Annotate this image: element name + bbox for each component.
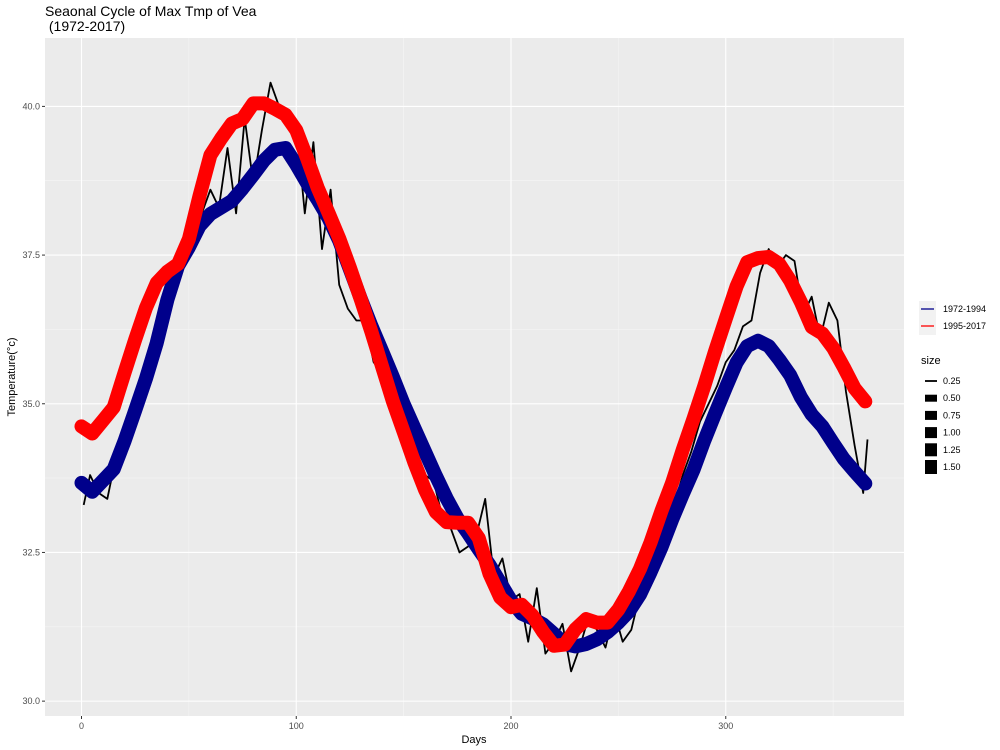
legend-size-key — [925, 443, 937, 457]
x-tick-label: 100 — [289, 721, 304, 731]
axes: 0 100 200 300 30.0 32.5 35.0 37.5 40.0 — [22, 101, 733, 731]
x-axis-title: Days — [461, 734, 487, 746]
chart-title-line2: (1972-2017) — [45, 18, 126, 34]
y-tick-label: 32.5 — [22, 547, 40, 557]
chart-title: Seaonal Cycle of Max Tmp of Vea (1972-20… — [45, 4, 256, 34]
legend-size-key — [925, 380, 937, 382]
legend-size-title: size — [921, 355, 941, 367]
chart-title-line1: Seaonal Cycle of Max Tmp of Vea — [45, 3, 257, 19]
legend-size-key — [925, 410, 937, 420]
legend-size-label: 0.25 — [943, 376, 961, 386]
legend-size-label: 1.00 — [943, 428, 961, 438]
x-tick-label: 200 — [503, 721, 518, 731]
legend-size-key — [925, 427, 937, 439]
x-tick-label: 0 — [79, 721, 84, 731]
legend-size-key — [925, 460, 937, 474]
legend-label: 1972-1994 — [943, 304, 986, 314]
legend-size-label: 0.75 — [943, 410, 961, 420]
x-tick-label: 300 — [718, 721, 733, 731]
plot-panel — [45, 38, 904, 716]
y-tick-label: 40.0 — [22, 101, 40, 111]
legend-size-label: 0.50 — [943, 393, 961, 403]
y-tick-label: 37.5 — [22, 250, 40, 260]
y-tick-label: 30.0 — [22, 696, 40, 706]
y-tick-label: 35.0 — [22, 399, 40, 409]
series-line-2 — [74, 96, 873, 653]
data-layer — [74, 81, 873, 673]
legend-size-label: 1.50 — [943, 462, 961, 472]
legend-size-label: 1.25 — [943, 445, 961, 455]
y-axis-title: Temperature(°c) — [6, 338, 18, 417]
legend-size-key — [925, 394, 937, 402]
legend-label: 1995-2017 — [943, 321, 986, 331]
